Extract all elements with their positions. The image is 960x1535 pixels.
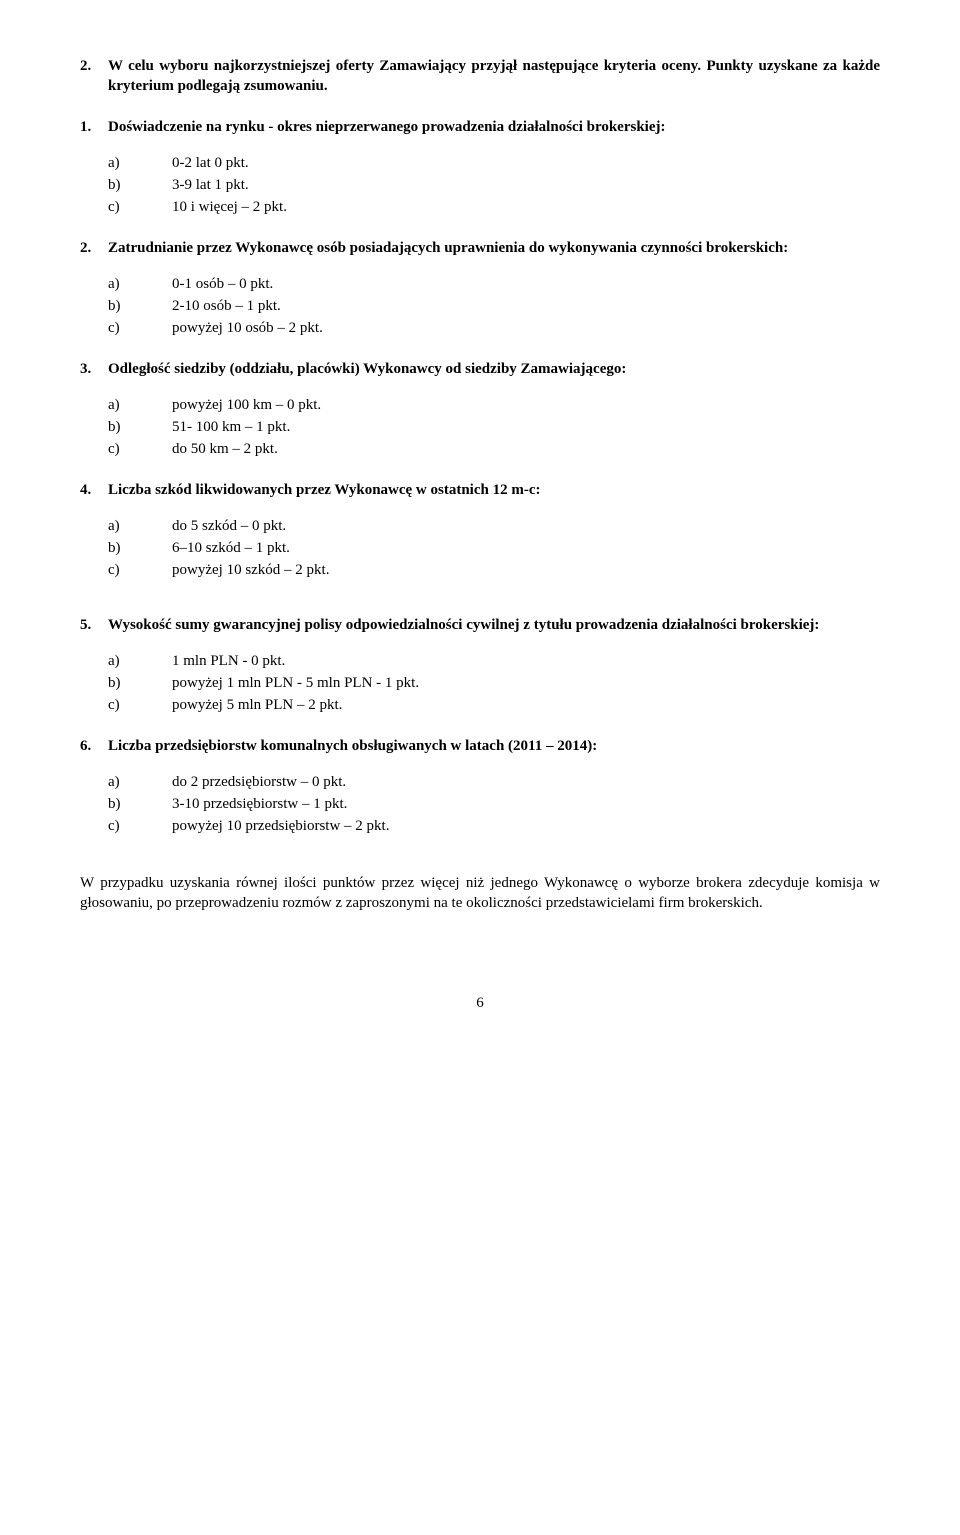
option-label: b) bbox=[108, 673, 172, 693]
option-text: do 50 km – 2 pkt. bbox=[172, 439, 880, 459]
criterion-options: a)0-1 osób – 0 pkt.b)2-10 osób – 1 pkt.c… bbox=[108, 274, 880, 339]
criterion-options: a)1 mln PLN - 0 pkt.b)powyżej 1 mln PLN … bbox=[108, 651, 880, 716]
criterion-section: 5.Wysokość sumy gwarancyjnej polisy odpo… bbox=[80, 615, 880, 716]
option-text: 10 i więcej – 2 pkt. bbox=[172, 197, 880, 217]
option-label: a) bbox=[108, 153, 172, 173]
criterion-option: c)powyżej 5 mln PLN – 2 pkt. bbox=[108, 695, 880, 715]
option-text: 6–10 szkód – 1 pkt. bbox=[172, 538, 880, 558]
option-text: 3-10 przedsiębiorstw – 1 pkt. bbox=[172, 794, 880, 814]
criterion-section: 1.Doświadczenie na rynku - okres nieprze… bbox=[80, 117, 880, 218]
criterion-option: b)6–10 szkód – 1 pkt. bbox=[108, 538, 880, 558]
option-label: c) bbox=[108, 318, 172, 338]
criterion-option: c)10 i więcej – 2 pkt. bbox=[108, 197, 880, 217]
criterion-option: b)3-9 lat 1 pkt. bbox=[108, 175, 880, 195]
criterion-option: c)powyżej 10 osób – 2 pkt. bbox=[108, 318, 880, 338]
option-text: powyżej 10 przedsiębiorstw – 2 pkt. bbox=[172, 816, 880, 836]
criterion-options: a)do 2 przedsiębiorstw – 0 pkt.b)3-10 pr… bbox=[108, 772, 880, 837]
criterion-title: Liczba przedsiębiorstw komunalnych obsłu… bbox=[108, 736, 880, 756]
option-label: a) bbox=[108, 274, 172, 294]
criterion-option: b)powyżej 1 mln PLN - 5 mln PLN - 1 pkt. bbox=[108, 673, 880, 693]
criterion-options: a)powyżej 100 km – 0 pkt.b)51- 100 km – … bbox=[108, 395, 880, 460]
option-label: b) bbox=[108, 794, 172, 814]
option-text: powyżej 100 km – 0 pkt. bbox=[172, 395, 880, 415]
closing-paragraph: W przypadku uzyskania równej ilości punk… bbox=[80, 873, 880, 914]
criterion-section: 3.Odległość siedziby (oddziału, placówki… bbox=[80, 359, 880, 460]
criterion-heading: 6.Liczba przedsiębiorstw komunalnych obs… bbox=[80, 736, 880, 756]
option-text: 3-9 lat 1 pkt. bbox=[172, 175, 880, 195]
option-label: b) bbox=[108, 175, 172, 195]
criterion-option: a)do 2 przedsiębiorstw – 0 pkt. bbox=[108, 772, 880, 792]
criterion-option: a)0-1 osób – 0 pkt. bbox=[108, 274, 880, 294]
criterion-title: Liczba szkód likwidowanych przez Wykonaw… bbox=[108, 480, 880, 500]
document-root: 2.W celu wyboru najkorzystniejszej ofert… bbox=[80, 56, 880, 1013]
criterion-number: 2. bbox=[80, 238, 108, 258]
criterion-option: a)0-2 lat 0 pkt. bbox=[108, 153, 880, 173]
criterion-title: Odległość siedziby (oddziału, placówki) … bbox=[108, 359, 880, 379]
intro-text: W celu wyboru najkorzystniejszej oferty … bbox=[108, 56, 880, 97]
criterion-option: b)51- 100 km – 1 pkt. bbox=[108, 417, 880, 437]
criterion-options: a)0-2 lat 0 pkt.b)3-9 lat 1 pkt.c)10 i w… bbox=[108, 153, 880, 218]
option-text: powyżej 5 mln PLN – 2 pkt. bbox=[172, 695, 880, 715]
criterion-option: c)powyżej 10 przedsiębiorstw – 2 pkt. bbox=[108, 816, 880, 836]
intro-heading: 2.W celu wyboru najkorzystniejszej ofert… bbox=[80, 56, 880, 97]
criterion-title: Wysokość sumy gwarancyjnej polisy odpowi… bbox=[108, 615, 880, 635]
option-text: powyżej 1 mln PLN - 5 mln PLN - 1 pkt. bbox=[172, 673, 880, 693]
criterion-heading: 2.Zatrudnianie przez Wykonawcę osób posi… bbox=[80, 238, 880, 258]
option-text: powyżej 10 osób – 2 pkt. bbox=[172, 318, 880, 338]
option-text: 51- 100 km – 1 pkt. bbox=[172, 417, 880, 437]
criterion-section: 6.Liczba przedsiębiorstw komunalnych obs… bbox=[80, 736, 880, 837]
option-label: a) bbox=[108, 516, 172, 536]
criterion-number: 5. bbox=[80, 615, 108, 635]
page-number: 6 bbox=[80, 993, 880, 1013]
option-text: 1 mln PLN - 0 pkt. bbox=[172, 651, 880, 671]
option-label: c) bbox=[108, 197, 172, 217]
option-text: 0-2 lat 0 pkt. bbox=[172, 153, 880, 173]
criterion-heading: 1.Doświadczenie na rynku - okres nieprze… bbox=[80, 117, 880, 137]
criterion-option: c)do 50 km – 2 pkt. bbox=[108, 439, 880, 459]
criterion-number: 1. bbox=[80, 117, 108, 137]
option-label: b) bbox=[108, 296, 172, 316]
criterion-option: a)powyżej 100 km – 0 pkt. bbox=[108, 395, 880, 415]
criterion-option: b)3-10 przedsiębiorstw – 1 pkt. bbox=[108, 794, 880, 814]
intro-number: 2. bbox=[80, 56, 108, 76]
criterion-option: a)1 mln PLN - 0 pkt. bbox=[108, 651, 880, 671]
criterion-option: c)powyżej 10 szkód – 2 pkt. bbox=[108, 560, 880, 580]
option-label: c) bbox=[108, 816, 172, 836]
option-label: c) bbox=[108, 560, 172, 580]
criterion-number: 3. bbox=[80, 359, 108, 379]
criterion-heading: 5.Wysokość sumy gwarancyjnej polisy odpo… bbox=[80, 615, 880, 635]
criterion-title: Zatrudnianie przez Wykonawcę osób posiad… bbox=[108, 238, 880, 258]
criterion-section: 2.Zatrudnianie przez Wykonawcę osób posi… bbox=[80, 238, 880, 339]
option-label: c) bbox=[108, 695, 172, 715]
option-text: 0-1 osób – 0 pkt. bbox=[172, 274, 880, 294]
intro-section: 2.W celu wyboru najkorzystniejszej ofert… bbox=[80, 56, 880, 97]
option-label: c) bbox=[108, 439, 172, 459]
option-label: a) bbox=[108, 772, 172, 792]
option-label: a) bbox=[108, 395, 172, 415]
criterion-section: 4.Liczba szkód likwidowanych przez Wykon… bbox=[80, 480, 880, 581]
option-label: a) bbox=[108, 651, 172, 671]
option-text: powyżej 10 szkód – 2 pkt. bbox=[172, 560, 880, 580]
option-text: do 5 szkód – 0 pkt. bbox=[172, 516, 880, 536]
criterion-options: a)do 5 szkód – 0 pkt.b)6–10 szkód – 1 pk… bbox=[108, 516, 880, 581]
criterion-heading: 4.Liczba szkód likwidowanych przez Wykon… bbox=[80, 480, 880, 500]
option-label: b) bbox=[108, 538, 172, 558]
criterion-option: a)do 5 szkód – 0 pkt. bbox=[108, 516, 880, 536]
criterion-heading: 3.Odległość siedziby (oddziału, placówki… bbox=[80, 359, 880, 379]
option-text: 2-10 osób – 1 pkt. bbox=[172, 296, 880, 316]
criterion-title: Doświadczenie na rynku - okres nieprzerw… bbox=[108, 117, 880, 137]
option-text: do 2 przedsiębiorstw – 0 pkt. bbox=[172, 772, 880, 792]
criterion-option: b)2-10 osób – 1 pkt. bbox=[108, 296, 880, 316]
criterion-number: 4. bbox=[80, 480, 108, 500]
option-label: b) bbox=[108, 417, 172, 437]
criterion-number: 6. bbox=[80, 736, 108, 756]
